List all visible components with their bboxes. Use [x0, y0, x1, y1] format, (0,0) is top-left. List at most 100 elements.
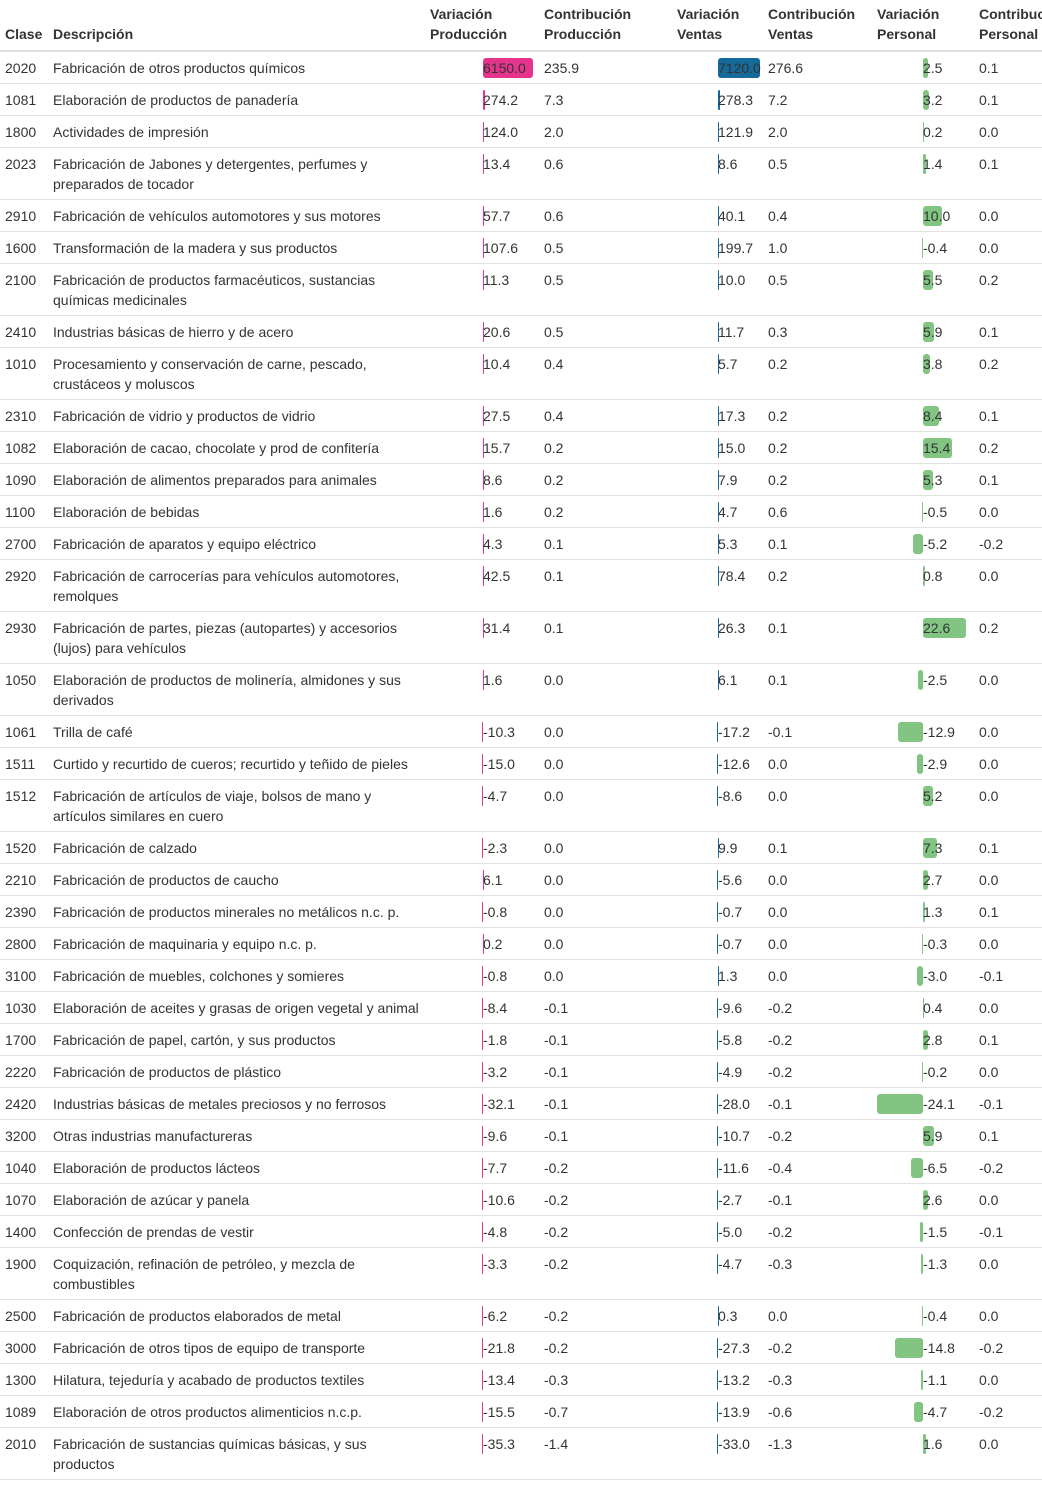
value-cell: 0.2: [763, 559, 872, 612]
bar-cell: 3.2: [872, 83, 974, 116]
bar: [718, 438, 719, 458]
bar-value: 3.8: [923, 356, 943, 372]
value-cell: 2020: [0, 51, 48, 84]
value-cell: 0.0: [974, 1299, 1042, 1332]
value-cell: 1.0: [763, 231, 872, 264]
value-cell: 0.0: [974, 1055, 1042, 1088]
bar-box: -7.7: [430, 1158, 534, 1178]
value-cell: 0.0: [539, 663, 672, 716]
bar-cell: 5.9: [872, 315, 974, 348]
bar: [894, 1338, 923, 1358]
bar-value: -0.5: [923, 504, 948, 520]
value-cell: 0.0: [974, 1247, 1042, 1300]
bar: [483, 238, 484, 258]
bar-value: 10.4: [483, 356, 511, 372]
bar-box: -4.7: [430, 786, 534, 806]
value-cell: 2930: [0, 611, 48, 664]
bar-cell: 5.7: [672, 347, 763, 400]
value-cell: 1800: [0, 115, 48, 148]
bar-cell: 6.1: [672, 663, 763, 716]
bar-cell: 1.6: [425, 663, 539, 716]
bar: [482, 1338, 483, 1358]
value-cell: -1.4: [539, 1427, 672, 1480]
value-cell: 2700: [0, 527, 48, 560]
bar: [923, 154, 926, 174]
table-row: 3000 Fabricación de otros tipos de equipo…: [0, 1331, 1042, 1364]
bar-value: 4.3: [483, 536, 503, 552]
bar-box: 31.4: [430, 618, 534, 638]
value-cell: 2.0: [763, 115, 872, 148]
bar: [920, 1222, 923, 1242]
bar-value: -8.4: [483, 1000, 508, 1016]
bar-value: 31.4: [483, 620, 511, 636]
bar-value: 5.7: [718, 356, 738, 372]
bar-box: 5.5: [877, 270, 969, 290]
bar-box: -1.8: [430, 1030, 534, 1050]
bar-box: -32.1: [430, 1094, 534, 1114]
bar-box: -0.4: [877, 1306, 969, 1326]
value-cell: 276.6: [763, 51, 872, 84]
bar-value: 42.5: [483, 568, 511, 584]
value-cell: -1.3: [763, 1427, 872, 1480]
value-cell: 0.2: [974, 263, 1042, 316]
bar-cell: -15.5: [425, 1395, 539, 1428]
bar-box: 42.5: [430, 566, 534, 586]
table-row: 2930 Fabricación de partes, piezas (autop…: [0, 611, 1042, 664]
value-cell: -0.2: [539, 1151, 672, 1184]
value-cell: 1061: [0, 715, 48, 748]
bar: [923, 122, 924, 142]
bar-box: -6.2: [430, 1306, 534, 1326]
value-cell: 1511: [0, 747, 48, 780]
bar-box: -0.8: [430, 966, 534, 986]
bar-value: 7120.0: [718, 60, 761, 76]
description-cell: Elaboración de azúcar y panela: [48, 1183, 425, 1216]
bar: [923, 206, 943, 226]
bar-cell: 1.3: [872, 895, 974, 928]
value-cell: 0.4: [539, 347, 672, 400]
bar: [923, 470, 934, 490]
bar-cell: -13.9: [672, 1395, 763, 1428]
value-cell: 0.0: [974, 559, 1042, 612]
bar-value: 0.2: [923, 124, 943, 140]
description-cell: Transformación de la madera y sus produc…: [48, 231, 425, 264]
value-cell: 2220: [0, 1055, 48, 1088]
value-cell: 0.1: [974, 51, 1042, 84]
bar-cell: -3.0: [872, 959, 974, 992]
value-cell: 0.0: [974, 1363, 1042, 1396]
bar: [717, 1126, 718, 1146]
bar-value: -24.1: [923, 1096, 955, 1112]
value-cell: 0.0: [974, 495, 1042, 528]
bar-box: 8.6: [677, 154, 758, 174]
bar: [718, 322, 719, 342]
bar-value: -15.0: [483, 756, 515, 772]
bar: [923, 870, 929, 890]
value-cell: 235.9: [539, 51, 672, 84]
bar: [923, 270, 934, 290]
table-row: 1090 Elaboración de alimentos preparados …: [0, 463, 1042, 496]
bar-cell: 15.7: [425, 431, 539, 464]
bar-value: 0.3: [718, 1308, 738, 1324]
bar: [923, 322, 935, 342]
bar: [923, 1190, 928, 1210]
bar-box: 11.3: [430, 270, 534, 290]
value-cell: 2910: [0, 199, 48, 232]
bar: [483, 566, 484, 586]
bar-value: 1.3: [718, 968, 738, 984]
bar-value: -7.7: [483, 1160, 508, 1176]
value-cell: -0.1: [763, 1087, 872, 1120]
bar: [482, 838, 483, 858]
bar-value: 26.3: [718, 620, 746, 636]
description-cell: Fabricación de partes, piezas (autoparte…: [48, 611, 425, 664]
bar-value: 27.5: [483, 408, 511, 424]
bar-value: 1.4: [923, 156, 943, 172]
table-row: 1520 Fabricación de calzado -2.3 0.0 9.9 0.1 7…: [0, 831, 1042, 864]
bar: [718, 566, 719, 586]
value-cell: 0.0: [539, 715, 672, 748]
bar-box: 278.3: [677, 90, 758, 110]
value-cell: 0.2: [539, 463, 672, 496]
bar-box: -0.3: [877, 934, 969, 954]
bar-cell: 4.7: [672, 495, 763, 528]
description-cell: Elaboración de otros productos alimentic…: [48, 1395, 425, 1428]
bar-box: -6.5: [877, 1158, 969, 1178]
bar-box: -8.4: [430, 998, 534, 1018]
